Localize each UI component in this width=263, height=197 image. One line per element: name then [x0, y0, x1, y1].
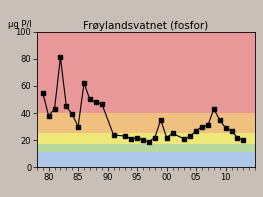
Bar — [37, 134, 255, 144]
Title: Frøylandsvatnet (fosfor): Frøylandsvatnet (fosfor) — [83, 21, 209, 31]
Text: µg P/l: µg P/l — [8, 20, 32, 29]
Bar — [37, 113, 255, 134]
Bar — [37, 32, 255, 113]
Bar — [37, 144, 255, 152]
Bar — [37, 152, 255, 167]
